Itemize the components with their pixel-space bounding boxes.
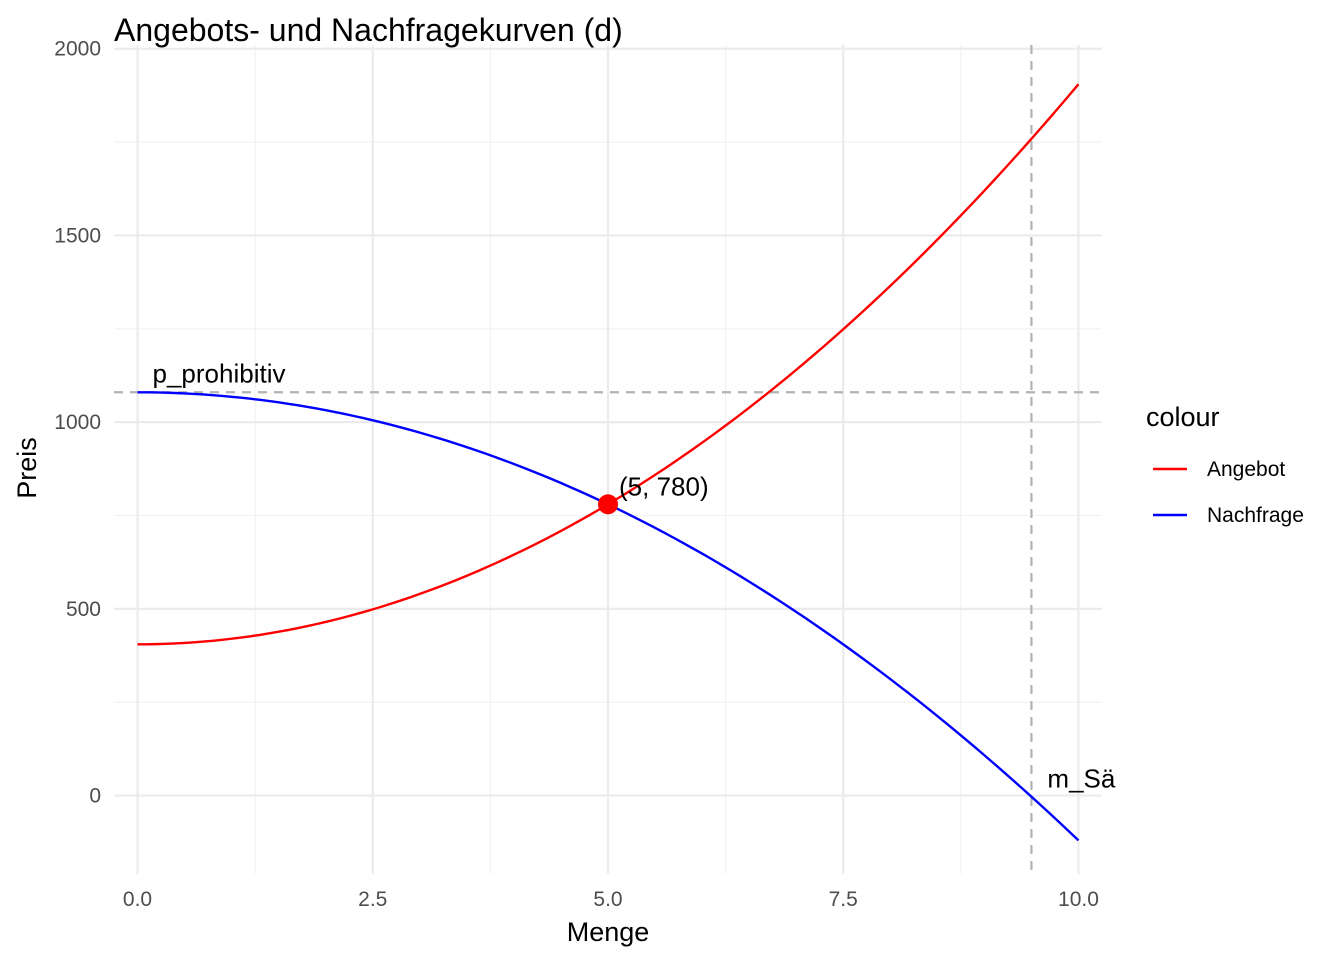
equilibrium-label: (5, 780) xyxy=(619,471,709,501)
legend-label-angebot: Angebot xyxy=(1207,458,1285,481)
x-tick-label: 7.5 xyxy=(829,888,858,911)
x-tick-label: 5.0 xyxy=(593,888,622,911)
y-tick-label: 1500 xyxy=(54,224,101,247)
legend-label-nachfrage: Nachfrage xyxy=(1207,504,1304,527)
y-tick-label: 2000 xyxy=(54,38,101,61)
chart-title: Angebots- und Nachfragekurven (d) xyxy=(114,12,623,48)
y-axis-title: Preis xyxy=(12,437,42,499)
x-axis-title: Menge xyxy=(567,917,650,947)
y-axis-tick-labels: 0 500 1000 1500 2000 xyxy=(54,38,101,808)
major-gridlines xyxy=(114,45,1102,874)
x-tick-label: 0.0 xyxy=(123,888,152,911)
y-tick-label: 500 xyxy=(66,598,101,621)
x-tick-label: 10.0 xyxy=(1058,888,1099,911)
legend: colour Angebot Nachfrage xyxy=(1146,402,1304,527)
equilibrium-mark: (5, 780) xyxy=(598,471,709,515)
x-tick-label: 2.5 xyxy=(358,888,387,911)
y-tick-label: 1000 xyxy=(54,411,101,434)
reference-lines: p_prohibitiv m_Sä xyxy=(114,45,1116,874)
y-tick-label: 0 xyxy=(89,785,101,808)
equilibrium-point xyxy=(598,494,618,515)
x-axis-tick-labels: 0.0 2.5 5.0 7.5 10.0 xyxy=(123,888,1099,911)
m-sa-label: m_Sä xyxy=(1047,764,1115,794)
p-prohibitiv-label: p_prohibitiv xyxy=(153,358,286,388)
legend-title: colour xyxy=(1146,402,1220,432)
